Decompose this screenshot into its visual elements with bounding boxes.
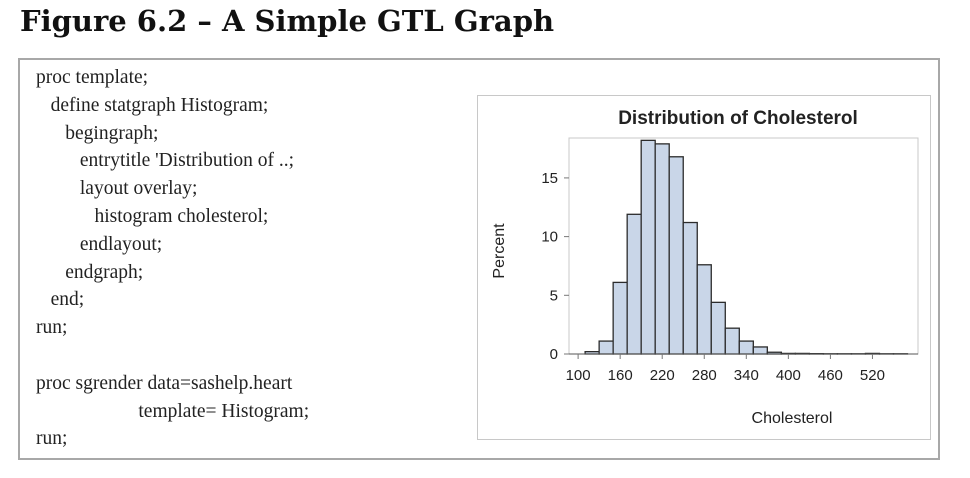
x-tick-label: 400 [776, 367, 801, 384]
code-line: run; [36, 317, 68, 339]
x-tick-label: 280 [692, 367, 717, 384]
code-line: begingraph; [36, 122, 159, 144]
histogram-bar [668, 156, 684, 355]
histogram-bar [696, 264, 712, 355]
code-line: endgraph; [36, 261, 144, 283]
histogram-bar [640, 139, 656, 355]
histogram-bar [724, 327, 740, 355]
histogram-bar [626, 213, 642, 355]
code-line: histogram cholesterol; [36, 206, 269, 227]
chart-panel: Distribution of Cholesterol Cholesterol … [477, 95, 931, 440]
histogram-bar [598, 340, 614, 355]
x-tick-label: 520 [860, 367, 885, 384]
histogram-bar [654, 143, 670, 355]
y-tick-label: 5 [550, 287, 558, 304]
histogram-bar [738, 340, 754, 355]
code-line: proc sgrender data=sashelp.heart [36, 372, 293, 394]
code-line: layout overlay; [36, 178, 198, 200]
y-tick-label: 15 [541, 170, 558, 187]
figure-title: Figure 6.2 – A Simple GTL Graph [20, 4, 555, 38]
code-line: define statgraph Histogram; [36, 94, 269, 116]
code-line: entrytitle 'Distribution of ..; [36, 150, 295, 172]
histogram-bar [752, 346, 768, 355]
x-tick-label: 160 [608, 367, 633, 384]
x-tick-label: 100 [566, 367, 591, 384]
x-tick-label: 340 [734, 367, 759, 384]
y-axis-label: Percent [491, 223, 508, 279]
x-axis-label: Cholesterol [752, 410, 833, 427]
histogram-chart: Distribution of Cholesterol Cholesterol … [491, 108, 919, 427]
histogram-bar [612, 281, 628, 355]
code-line: proc template; [36, 67, 149, 88]
chart-title: Distribution of Cholesterol [618, 108, 858, 129]
code-line: run; [36, 428, 68, 450]
code-line: template= Histogram; [36, 400, 310, 422]
code-line: endlayout; [36, 233, 163, 255]
code-line: end; [36, 289, 85, 311]
figure-frame [18, 58, 940, 460]
x-tick-label: 460 [818, 367, 843, 384]
x-tick-label: 220 [650, 367, 675, 384]
y-tick-label: 10 [541, 229, 558, 246]
histogram-bar [682, 221, 698, 355]
y-tick-label: 0 [550, 346, 558, 363]
histogram-bar [710, 301, 726, 355]
